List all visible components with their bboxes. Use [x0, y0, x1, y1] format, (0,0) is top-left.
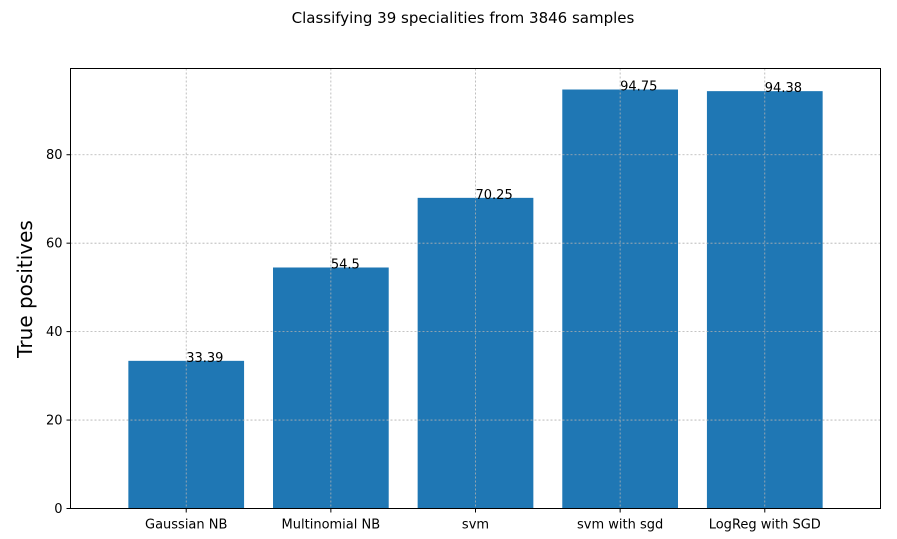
y-tick-label-3: 40 — [46, 325, 63, 340]
bar-value-label-1: 33.39 — [186, 351, 223, 366]
bars-layer — [128, 89, 823, 509]
plot-frame — [70, 68, 881, 509]
x-tick-label-1: Gaussian NB — [145, 518, 227, 533]
y-tick-label-4: 60 — [46, 237, 63, 252]
bar-value-label-5: 94.38 — [765, 81, 802, 96]
ticks-layer: 0 20 40 60 80 Gaussian NB Multinomial NB svm svm… — [46, 148, 821, 532]
y-axis-label: True positives — [13, 220, 37, 359]
x-tick-label-2: Multinomial NB — [282, 518, 381, 533]
bar-2 — [273, 267, 389, 509]
bar-value-label-2: 54.5 — [331, 257, 360, 272]
data-labels-layer: 33.39 54.5 70.25 94.75 94.38 — [186, 80, 802, 366]
y-tick-label-5: 80 — [46, 148, 63, 163]
y-tick-label-2: 20 — [46, 414, 63, 429]
bar-4 — [562, 89, 678, 509]
grid-layer — [70, 68, 881, 509]
chart-title: Classifying 39 specialities from 3846 sa… — [292, 9, 635, 27]
y-tick-label-1: 0 — [54, 502, 62, 517]
bar-value-label-4: 94.75 — [620, 80, 657, 95]
bar-value-label-3: 70.25 — [476, 188, 513, 203]
x-tick-label-3: svm — [462, 518, 489, 533]
x-tick-label-5: LogReg with SGD — [709, 518, 821, 533]
x-tick-label-4: svm with sgd — [577, 518, 663, 533]
